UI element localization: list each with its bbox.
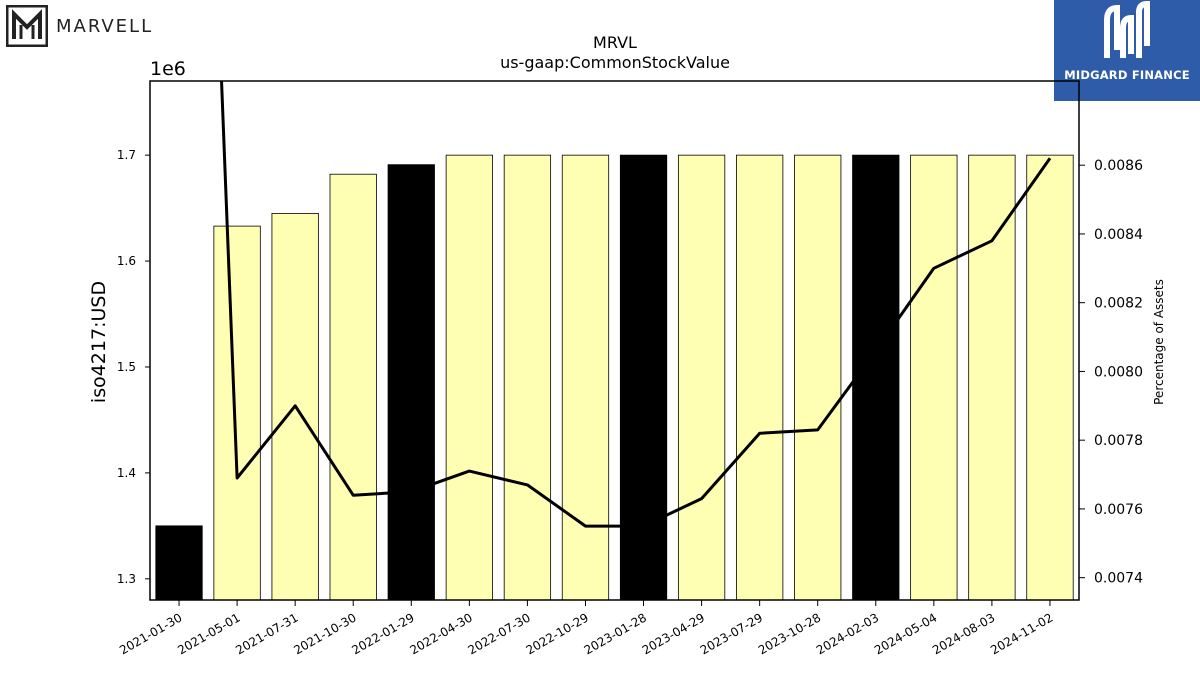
- plot-frame: [149, 80, 1080, 601]
- x-tick-label: 2023-07-29: [698, 610, 765, 657]
- y-tick-label: 1.6: [117, 254, 136, 268]
- x-tick-label: 2022-10-29: [524, 610, 591, 657]
- bar-2022-07-30: [503, 154, 552, 600]
- x-tick-label: 2021-10-30: [291, 610, 358, 657]
- chart-title: MRVL: [593, 33, 637, 52]
- midgard-watermark: MIDGARD FINANCE: [1054, 0, 1200, 101]
- y-axis-label: iso4217:USD: [88, 281, 110, 403]
- brand-name: MARVELL: [56, 15, 154, 37]
- x-tick-label: 2022-01-29: [349, 610, 416, 657]
- y-offset-label: 1e6: [150, 58, 186, 80]
- marvell-logo-icon: [6, 5, 48, 47]
- bar-2023-07-29: [736, 154, 784, 600]
- y2-tick-label: 0.0084: [1094, 227, 1143, 243]
- bar-2024-05-04: [910, 154, 958, 600]
- x-tick-label: 2024-05-04: [872, 610, 939, 657]
- y2-tick-label: 0.0080: [1094, 364, 1143, 380]
- bar-2023-10-28: [794, 154, 842, 600]
- x-tick-label: 2024-02-03: [814, 610, 881, 657]
- midgard-logo-icon: [1104, 0, 1150, 58]
- x-tick-label: 2022-04-30: [407, 610, 474, 657]
- bar-2021-10-30: [329, 173, 377, 600]
- bar-2023-04-29: [677, 154, 726, 600]
- y-tick-label: 1.3: [117, 572, 136, 586]
- x-tick-label: 2021-07-31: [233, 610, 300, 657]
- brand-logo: MARVELL: [6, 5, 153, 47]
- x-tick-label: 2023-04-29: [640, 610, 707, 657]
- y2-tick-label: 0.0074: [1094, 571, 1143, 587]
- y2-tick-label: 0.0082: [1094, 296, 1143, 312]
- y2-axis-label: Percentage of Assets: [1152, 279, 1166, 405]
- chart-subtitle: us-gaap:CommonStockValue: [500, 53, 730, 72]
- y-tick-label: 1.5: [117, 360, 136, 374]
- x-tick-label: 2023-01-28: [582, 610, 649, 657]
- midgard-name: MIDGARD FINANCE: [1064, 68, 1190, 82]
- bar-group: [155, 154, 1074, 600]
- bar-2024-02-03: [852, 154, 900, 600]
- x-tick-label: 2024-11-02: [988, 610, 1055, 657]
- bar-2021-05-01: [213, 225, 261, 600]
- x-tick-label: 2024-08-03: [930, 610, 997, 657]
- percentage-line: [220, 81, 1052, 528]
- x-tick-label: 2021-01-30: [117, 610, 184, 657]
- bar-2021-01-30: [155, 525, 203, 600]
- x-tick-label: 2022-07-30: [466, 610, 533, 657]
- bar-2022-04-30: [445, 154, 493, 600]
- x-tick-label: 2023-10-28: [756, 610, 823, 657]
- bar-2024-08-03: [968, 154, 1016, 600]
- y-tick-label: 1.7: [117, 148, 136, 162]
- bar-2023-01-28: [619, 154, 668, 600]
- line-series: [220, 81, 1052, 528]
- y2-tick-label: 0.0076: [1094, 502, 1143, 518]
- y2-tick-label: 0.0086: [1094, 158, 1143, 174]
- bar-2022-01-29: [387, 164, 435, 600]
- y-tick-label: 1.4: [117, 466, 136, 480]
- bar-2024-11-02: [1026, 154, 1074, 600]
- y2-tick-label: 0.0078: [1094, 433, 1143, 449]
- x-tick-label: 2021-05-01: [175, 610, 242, 657]
- bar-2022-10-29: [561, 154, 610, 600]
